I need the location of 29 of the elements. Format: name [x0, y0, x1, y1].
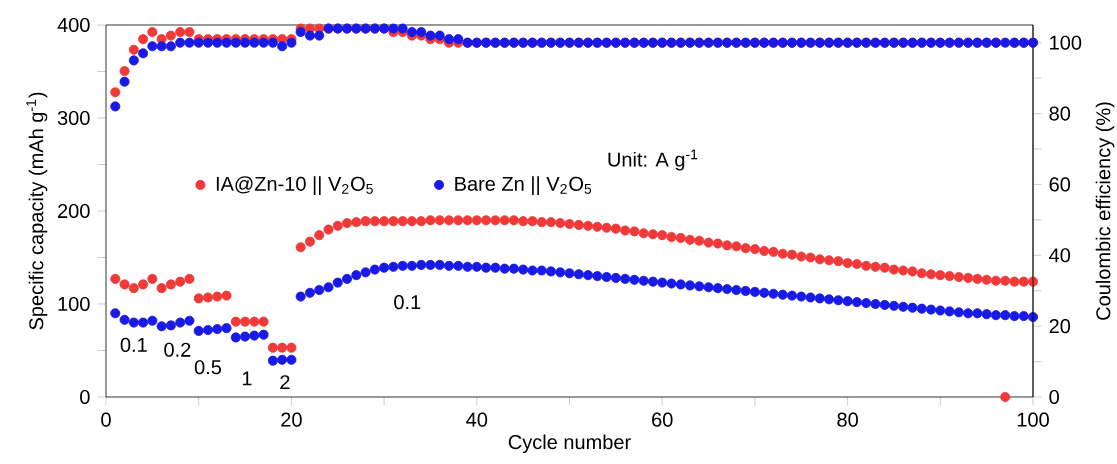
y2-axis-title: Coulombic efficiency (%): [1095, 102, 1115, 320]
legend-label: Bare Zn || V$_{2}$O$_{5}$: [455, 176, 592, 195]
x-tick-label: 40: [466, 412, 488, 427]
y2-tick-label: 20: [1049, 319, 1071, 334]
y2-tick-label: 60: [1049, 177, 1071, 192]
x-axis-title: Cycle number: [508, 434, 631, 454]
x-tick-label: 100: [1017, 412, 1049, 427]
y-tick-label: 0: [80, 389, 90, 405]
y2-tick-label: 80: [1049, 106, 1071, 121]
annotation: 0.5: [194, 360, 222, 375]
annotation: 2: [280, 375, 290, 390]
annotation: 1: [242, 371, 252, 386]
y-axis-title: Specific capacity (mAh g$^{-1}$): [26, 92, 48, 330]
annotation: 0.2: [164, 342, 191, 357]
legend-label: IA@Zn-10 || V$_{2}$O$_{5}$: [216, 176, 373, 195]
x-tick-label: 80: [837, 412, 858, 427]
annotation: Unit: A g$^{-1}$: [608, 149, 698, 171]
annotation: 0.1: [120, 337, 147, 352]
y-tick-label: 300: [57, 110, 90, 126]
y2-tick-label: 100: [1050, 35, 1082, 50]
y2-tick-label: 40: [1049, 248, 1071, 263]
y2-tick-label: 0: [1049, 389, 1059, 405]
y-tick-label: 100: [58, 296, 90, 312]
x-tick-label: 20: [281, 412, 302, 427]
annotation: 0.1: [394, 295, 421, 310]
y-tick-label: 200: [58, 203, 90, 219]
x-tick-label: 0: [101, 412, 111, 427]
x-tick-label: 60: [652, 412, 673, 427]
y-tick-label: 400: [57, 17, 90, 33]
